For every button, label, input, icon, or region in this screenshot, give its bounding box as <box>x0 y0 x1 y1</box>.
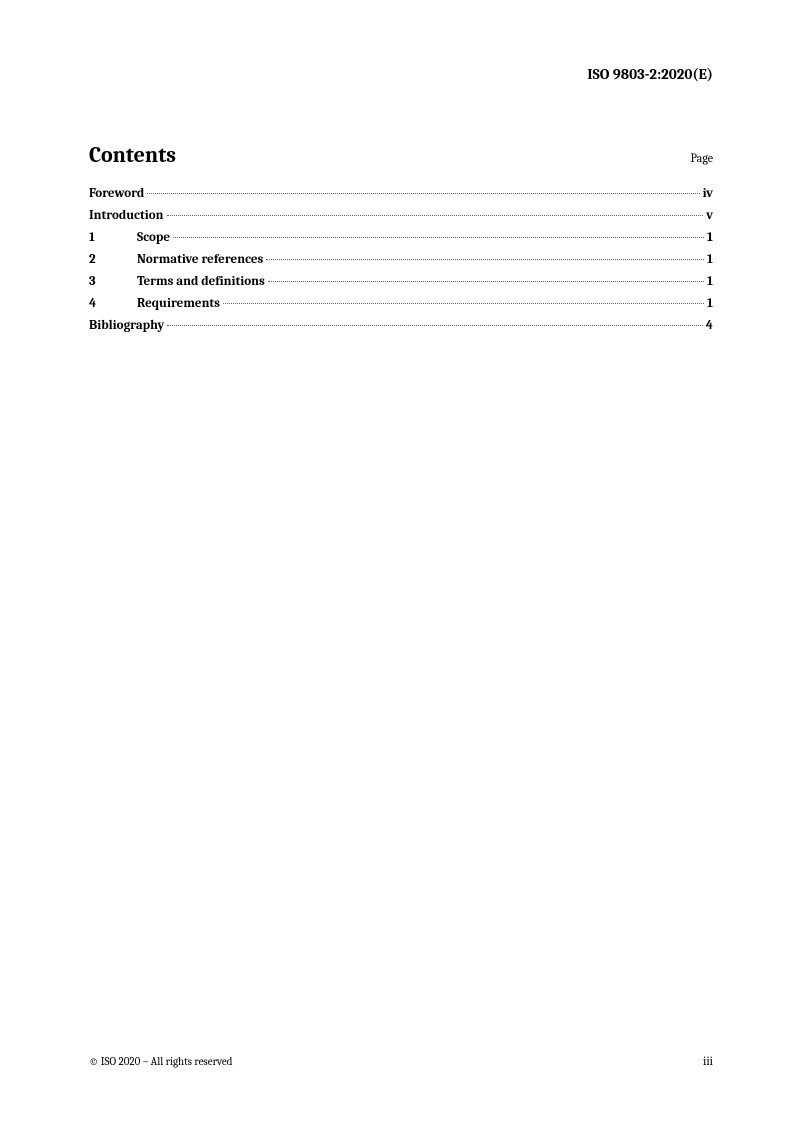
toc-leader <box>173 237 704 238</box>
toc-page: 1 <box>707 230 713 245</box>
toc-entry[interactable]: 1 Scope 1 <box>89 230 713 245</box>
toc-leader <box>268 281 704 282</box>
toc-page: 1 <box>707 296 713 311</box>
toc-text: Scope <box>137 230 170 245</box>
standard-id: ISO 9803-2:2020(E) <box>587 65 713 83</box>
toc-leader <box>223 303 704 304</box>
toc-page: 1 <box>707 274 713 289</box>
toc-entry[interactable]: 4 Requirements 1 <box>89 296 713 311</box>
toc-page: iv <box>703 186 713 201</box>
toc-entry[interactable]: Introduction v <box>89 208 713 223</box>
toc-entry[interactable]: 2 Normative references 1 <box>89 252 713 267</box>
toc-entry[interactable]: 3 Terms and definitions 1 <box>89 274 713 289</box>
toc-text: Requirements <box>137 296 220 311</box>
contents-title-row: Contents Page <box>89 142 713 168</box>
toc-text: Bibliography <box>89 318 164 333</box>
toc-entry[interactable]: Foreword iv <box>89 186 713 201</box>
toc-page: 4 <box>706 318 713 333</box>
toc-number: 4 <box>89 296 137 311</box>
toc-text: Terms and definitions <box>137 274 265 289</box>
toc-leader <box>167 215 704 216</box>
contents-section: Contents Page Foreword iv Introduction v… <box>89 142 713 340</box>
toc-text: Normative references <box>137 252 263 267</box>
toc-text: Foreword <box>89 186 144 201</box>
toc-leader <box>167 325 703 326</box>
toc-leader <box>147 193 699 194</box>
copyright-text: © ISO 2020 – All rights reserved <box>89 1055 232 1068</box>
toc-entry[interactable]: Bibliography 4 <box>89 318 713 333</box>
page-column-label: Page <box>691 151 713 165</box>
toc-number: 3 <box>89 274 137 289</box>
toc-page: v <box>706 208 713 223</box>
contents-title: Contents <box>89 142 176 168</box>
toc-leader <box>266 259 704 260</box>
toc-number: 2 <box>89 252 137 267</box>
document-header: ISO 9803-2:2020(E) <box>587 65 713 83</box>
page-footer: © ISO 2020 – All rights reserved iii <box>89 1054 713 1068</box>
toc-text: Introduction <box>89 208 164 223</box>
page-number: iii <box>703 1054 713 1068</box>
toc-page: 1 <box>707 252 713 267</box>
toc-number: 1 <box>89 230 137 245</box>
